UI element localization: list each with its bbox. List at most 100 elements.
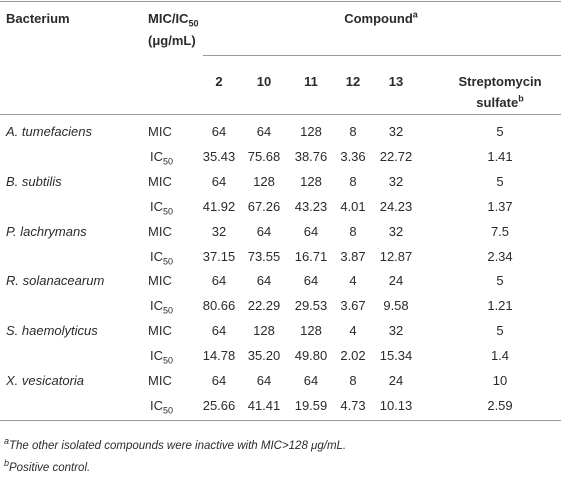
cell-value: 64	[211, 373, 227, 388]
cell-value: 37.15	[202, 248, 236, 264]
cell-value: 128	[253, 323, 275, 339]
cell-value: 64	[211, 173, 227, 189]
measure-label: IC50	[150, 398, 174, 416]
column-header: 13	[366, 71, 426, 92]
header-compound: Compounda	[281, 9, 481, 27]
footnote: bPositive control.	[4, 458, 90, 476]
cell-value: 29.53	[294, 298, 328, 314]
top-rule	[0, 1, 561, 2]
column-header-text: 2	[215, 74, 223, 89]
cell-value: 64	[211, 273, 227, 289]
bacterium-name: B. subtilis	[6, 173, 62, 189]
bacterium-name: R. solanacearum	[6, 273, 105, 289]
cell-value: 24	[388, 273, 404, 289]
header-mic-ic: MIC/IC50	[148, 11, 199, 29]
measure-label-main: IC	[150, 248, 163, 264]
cell-value: 24.23	[379, 198, 413, 214]
measure-label-main: IC	[150, 198, 163, 214]
cell-value: 75.68	[247, 148, 281, 164]
cell-value: 32	[211, 223, 227, 239]
footnote-text: The other isolated compounds were inacti…	[9, 440, 347, 452]
cell-value: 8	[349, 124, 357, 139]
measure-label-main: MIC	[148, 323, 172, 339]
cell-value: 43.23	[294, 198, 328, 214]
bacterium-name: X. vesicatoria	[6, 373, 85, 388]
measure-label: IC50	[150, 148, 174, 167]
cell-value: 64	[256, 223, 272, 239]
cell-value: 32	[388, 323, 404, 339]
header-bacterium: Bacterium	[6, 11, 70, 26]
cell-value: 32	[388, 173, 404, 189]
cell-value: 3.87	[340, 248, 366, 264]
bottom-rule	[0, 420, 561, 421]
measure-label-main: MIC	[148, 124, 172, 139]
cell-value: 22.29	[247, 298, 281, 314]
cell-value: 64	[303, 273, 319, 289]
measure-label-main: MIC	[148, 273, 172, 289]
measure-label: IC50	[150, 348, 173, 365]
bacterium-name: S. haemolyticus	[6, 323, 98, 339]
measure-label-main: MIC	[148, 223, 172, 239]
header-compound-text: Compound	[344, 11, 413, 26]
footnote: aThe other isolated compounds were inact…	[4, 436, 347, 454]
cell-value: 3.36	[340, 148, 366, 164]
measure-label-sub: 50	[163, 156, 174, 167]
measure-label-main: IC	[150, 298, 163, 314]
header-mic-ic-main: MIC/IC	[148, 11, 189, 26]
cell-value: 5	[496, 323, 504, 339]
cell-value: 128	[300, 323, 322, 339]
measure-label-main: MIC	[148, 373, 172, 388]
cell-value: 4.01	[340, 198, 366, 214]
column-header-text: 10	[256, 74, 272, 89]
cell-value: 41.92	[202, 198, 236, 214]
compound-rule	[203, 55, 561, 56]
cell-value: 64	[256, 373, 272, 388]
cell-value: 7.5	[490, 223, 510, 239]
cell-value: 38.76	[294, 148, 328, 164]
cell-value: 35.20	[247, 348, 281, 364]
footnote-mark: a	[4, 436, 10, 447]
measure-label: MIC	[148, 224, 172, 240]
column-header-sup: b	[518, 93, 524, 104]
cell-value: 32	[388, 124, 404, 139]
measure-label: MIC	[148, 273, 172, 289]
cell-value: 25.66	[202, 397, 236, 413]
measure-label-sub: 50	[163, 206, 174, 217]
cell-value: 14.78	[202, 348, 236, 364]
cell-value: 10.13	[379, 397, 413, 413]
header-compound-sup: a	[412, 9, 418, 20]
cell-value: 2.34	[487, 248, 513, 264]
column-header-text: 12	[345, 74, 361, 89]
cell-value: 1.37	[487, 198, 513, 214]
cell-value: 80.66	[202, 298, 236, 314]
cell-value: 24	[388, 373, 404, 388]
footnote-mark: b	[4, 458, 10, 469]
cell-value: 49.80	[294, 348, 328, 364]
bacterium-name: A. tumefaciens	[6, 124, 92, 139]
cell-value: 64	[303, 223, 319, 239]
measure-label-main: IC	[150, 148, 163, 164]
header-rule	[0, 114, 561, 115]
cell-value: 9.58	[383, 298, 409, 314]
column-header-text: Streptomycin sulfate	[458, 74, 542, 110]
cell-value: 64	[303, 373, 319, 388]
measure-label: MIC	[148, 174, 172, 190]
measure-label: IC50	[150, 248, 173, 266]
measure-label: MIC	[148, 373, 172, 389]
cell-value: 5	[496, 173, 504, 189]
column-header: 12	[323, 71, 383, 92]
cell-value: 15.34	[379, 348, 413, 364]
column-header: 10	[234, 71, 294, 92]
cell-value: 12.87	[379, 248, 413, 264]
measure-label-sub: 50	[163, 405, 174, 416]
cell-value: 5	[496, 273, 504, 289]
measure-label-sub: 50	[163, 305, 174, 316]
cell-value: 41.41	[247, 397, 281, 413]
cell-value: 10	[492, 373, 508, 388]
measure-label: MIC	[148, 323, 172, 339]
cell-value: 1.41	[487, 148, 513, 164]
cell-value: 128	[300, 124, 322, 139]
column-header-text: 13	[388, 74, 404, 89]
header-mic-ic-sub: 50	[188, 18, 199, 29]
cell-value: 8	[349, 223, 357, 239]
